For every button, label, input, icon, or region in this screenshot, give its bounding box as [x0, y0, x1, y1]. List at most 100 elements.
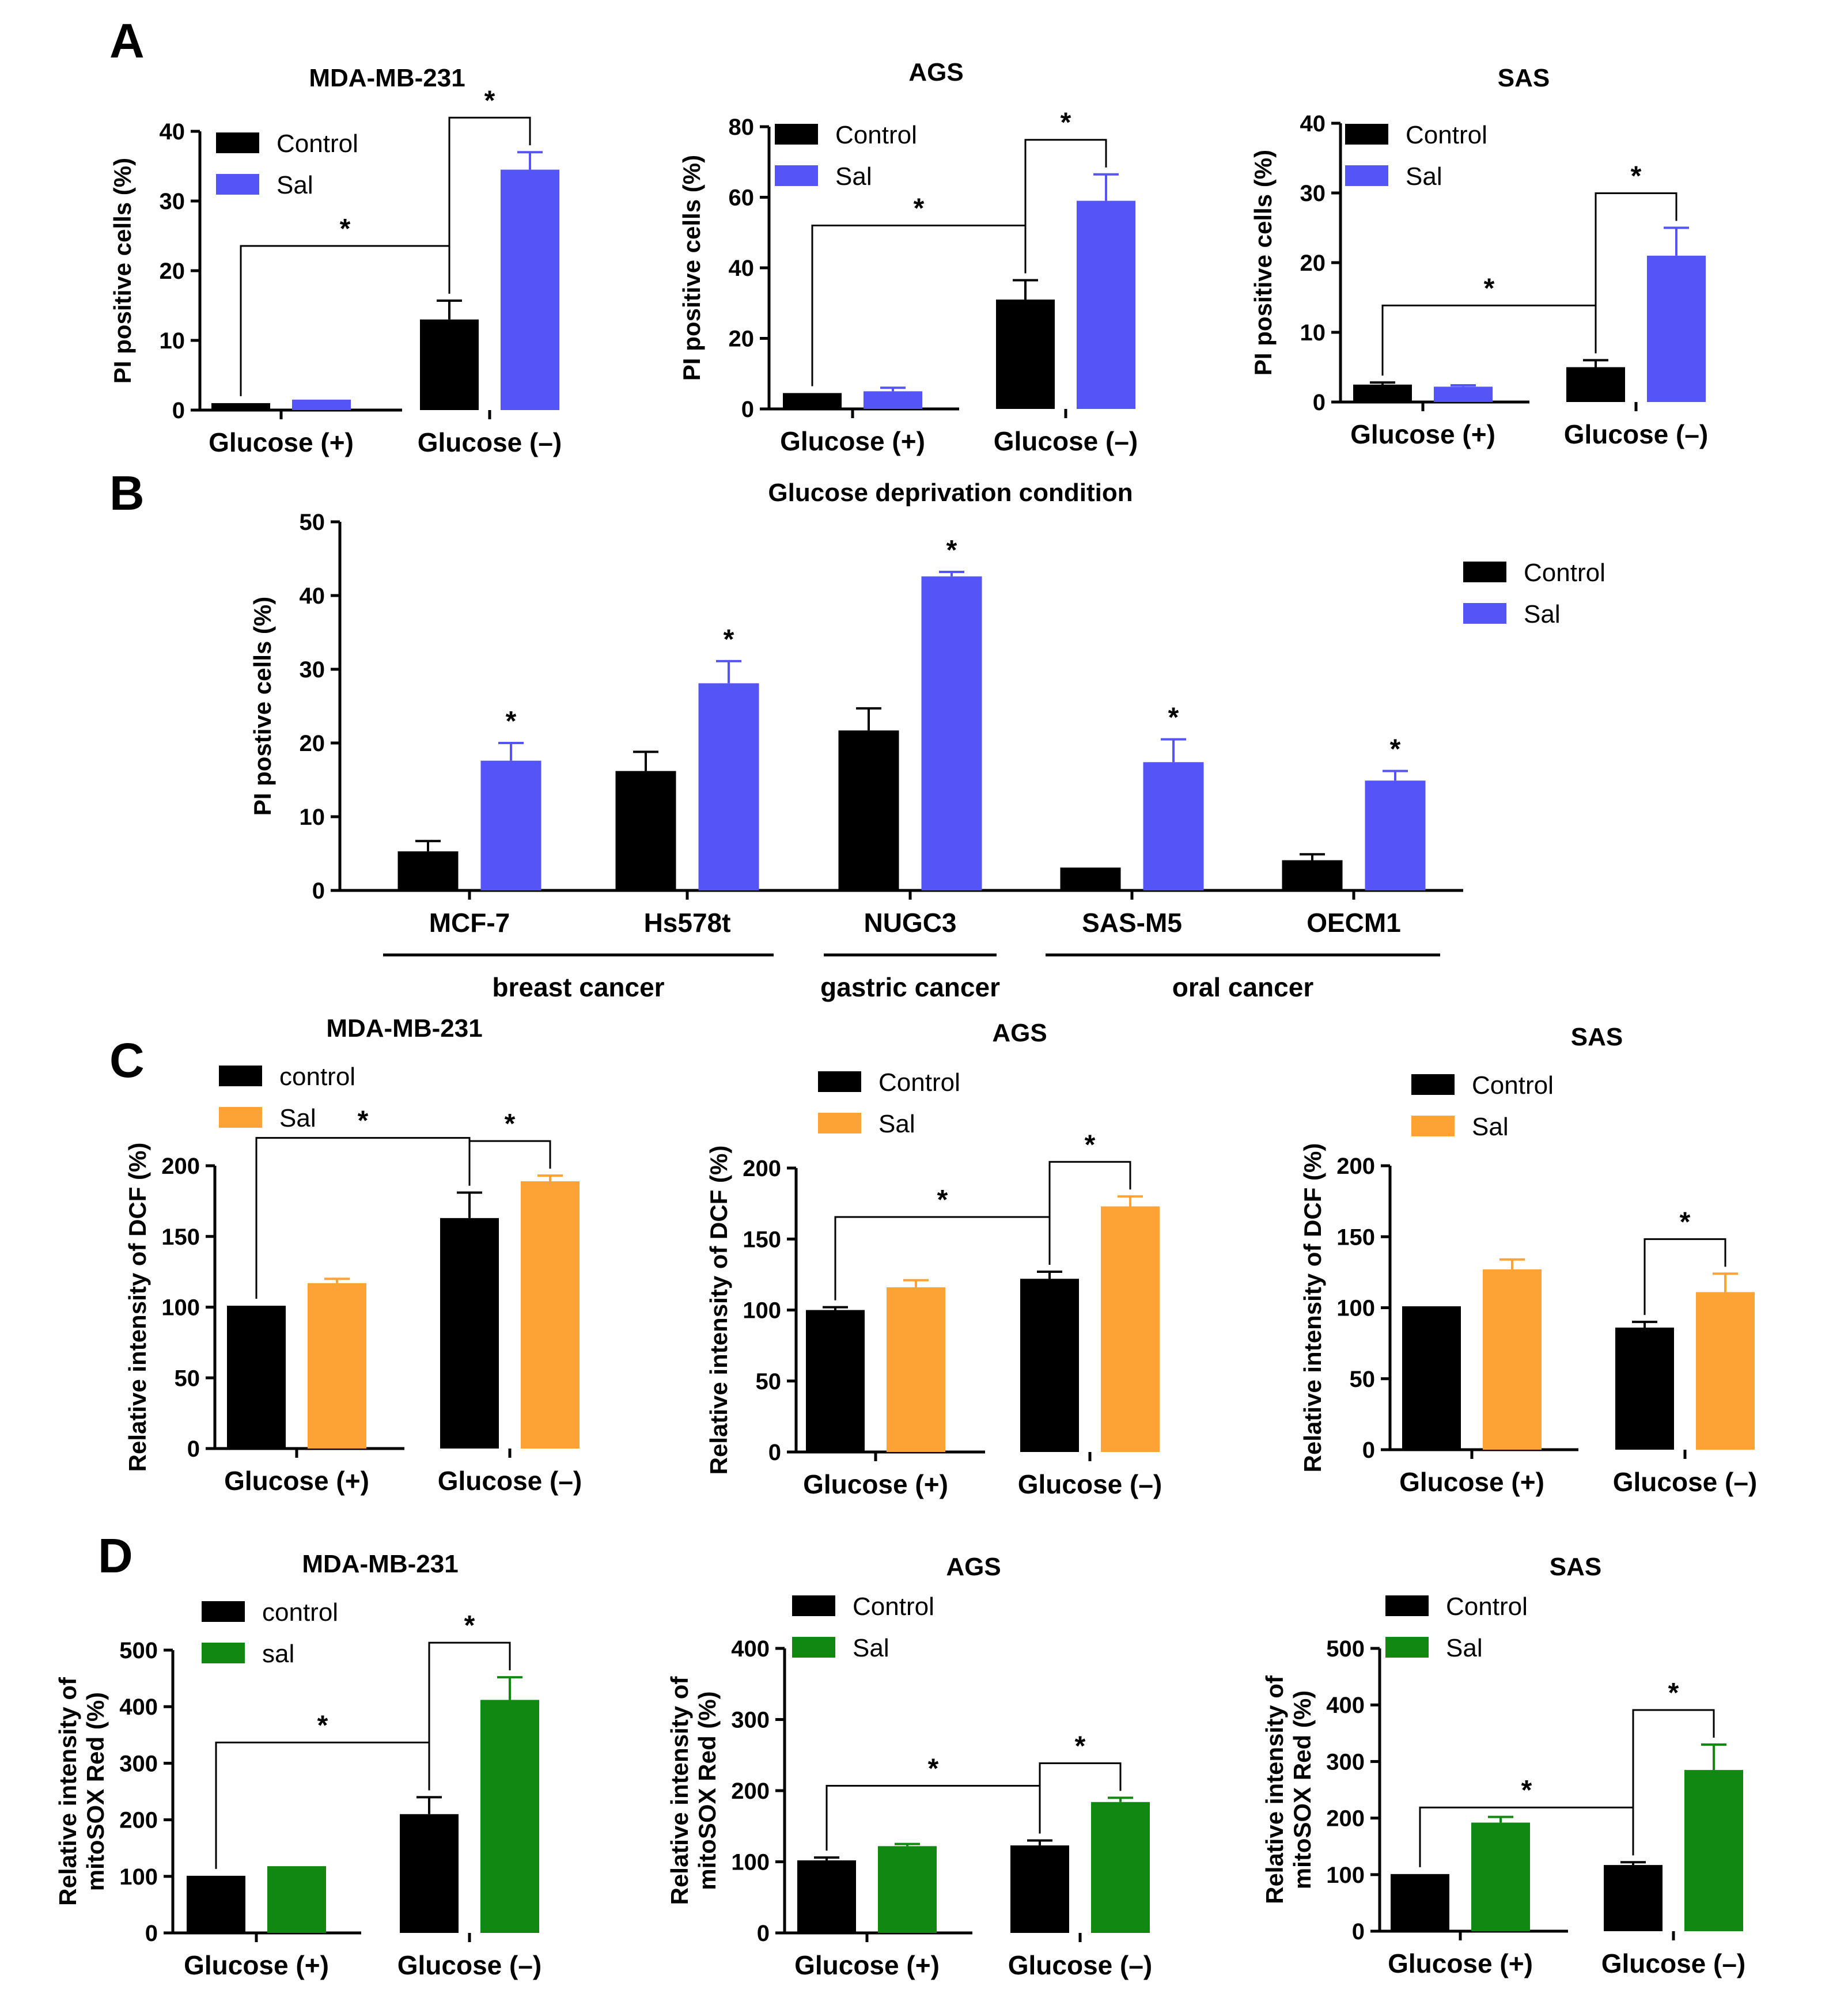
c3-y-tick-label: 50 — [1350, 1367, 1376, 1392]
c1-category-label: Glucose (–) — [438, 1466, 582, 1496]
a2-legend-swatch — [775, 124, 818, 145]
c2-significance-star: * — [937, 1185, 948, 1215]
a1-chart-title: MDA-MB-231 — [309, 64, 465, 92]
b-category-label: SAS-M5 — [1082, 908, 1182, 938]
d3-y-tick-label: 100 — [1326, 1863, 1365, 1888]
b-y-tick-label: 10 — [300, 805, 325, 830]
c3-significance-bracket — [1643, 1238, 1726, 1315]
b-y-tick-label: 40 — [300, 583, 325, 609]
d1-chart-title: MDA-MB-231 — [302, 1550, 458, 1578]
c3-y-axis-label: Relative intensity of DCF (%) — [1299, 1143, 1326, 1473]
d1-legend-swatch — [202, 1601, 245, 1622]
a1-legend-label: Control — [277, 130, 358, 158]
c1-legend-swatch — [219, 1066, 262, 1086]
d1-bar-sal — [480, 1700, 539, 1933]
c2-bar-control — [806, 1310, 865, 1452]
b-group-label: oral cancer — [1172, 972, 1314, 1002]
a3-y-tick-label: 0 — [1313, 390, 1326, 415]
d1-category-label: Glucose (–) — [397, 1950, 542, 1980]
d3-significance-bracket — [1632, 1709, 1715, 1856]
b-bar-control — [1282, 860, 1343, 890]
b-y-axis-label: PI postive cells (%) — [249, 597, 276, 816]
c2-category-label: Glucose (+) — [803, 1469, 948, 1499]
d1-y-tick-label: 300 — [119, 1751, 158, 1776]
b-y-tick-label: 20 — [300, 731, 325, 756]
c3-category-label: Glucose (+) — [1399, 1467, 1544, 1497]
b-bar-sal — [698, 683, 759, 890]
d2-bar-sal — [878, 1846, 937, 1933]
b-legend-label: Sal — [1524, 600, 1561, 628]
b-group-label: breast cancer — [492, 972, 664, 1002]
d2-y-tick-label: 100 — [731, 1850, 770, 1875]
d2-y-tick-label: 300 — [731, 1708, 770, 1733]
c1-bar-control — [440, 1218, 499, 1449]
d3-y-axis-label: mitoSOX Red (%) — [1289, 1690, 1316, 1889]
d1-y-axis-label: Relative intensity of — [54, 1677, 81, 1906]
a1-significance-star: * — [340, 214, 351, 244]
d1-significance-bracket — [215, 1741, 430, 1869]
b-bar-sal — [480, 760, 541, 890]
a3-chart-title: SAS — [1498, 64, 1550, 92]
a3-y-axis-label: PI positive cells (%) — [1249, 150, 1277, 376]
d3-y-tick-label: 400 — [1326, 1693, 1365, 1718]
d1-significance-bracket — [428, 1641, 511, 1791]
c3-chart-title: SAS — [1571, 1023, 1623, 1051]
d3-y-tick-label: 0 — [1352, 1919, 1365, 1944]
a3-bar-sal — [1434, 386, 1493, 402]
a2-bar-sal — [864, 391, 922, 409]
d2-significance-star: * — [1075, 1731, 1086, 1761]
b-significance-star: * — [724, 624, 734, 655]
a3-significance-bracket — [1595, 192, 1677, 354]
a3-significance-star: * — [1631, 161, 1642, 192]
d1-y-tick-label: 500 — [119, 1638, 158, 1663]
c1-significance-star: * — [358, 1106, 369, 1136]
c3-bar-control — [1402, 1306, 1461, 1450]
d2-y-tick-label: 0 — [757, 1921, 770, 1946]
b-bar-control — [615, 771, 676, 890]
a1-legend-swatch — [216, 132, 259, 153]
panel-letter-c: C — [109, 1033, 145, 1087]
a3-bar-sal — [1647, 255, 1706, 402]
c2-legend-label: Sal — [878, 1110, 915, 1138]
d1-y-tick-label: 0 — [145, 1921, 158, 1946]
d3-y-tick-label: 300 — [1326, 1749, 1365, 1775]
d1-significance-star: * — [464, 1610, 475, 1641]
c3-y-tick-label: 150 — [1336, 1224, 1375, 1250]
d2-significance-bracket — [1039, 1762, 1122, 1834]
d2-category-label: Glucose (–) — [1008, 1950, 1153, 1980]
c1-y-tick-label: 200 — [161, 1154, 200, 1179]
c3-significance-star: * — [1680, 1207, 1691, 1237]
a1-significance-bracket — [448, 116, 531, 294]
a1-legend-label: Sal — [277, 171, 313, 199]
a2-significance-star: * — [914, 193, 925, 223]
c1-category-label: Glucose (+) — [224, 1466, 369, 1496]
c2-legend-swatch — [818, 1071, 861, 1092]
d1-legend-label: control — [262, 1598, 338, 1627]
a1-bar-control — [420, 319, 479, 410]
c2-significance-star: * — [1085, 1129, 1096, 1160]
c1-legend-label: control — [279, 1063, 355, 1091]
d3-bar-control — [1391, 1874, 1449, 1931]
d1-legend-label: sal — [262, 1640, 294, 1668]
d2-y-tick-label: 200 — [731, 1779, 770, 1804]
c3-legend-swatch — [1411, 1116, 1455, 1136]
b-category-label: Hs578t — [644, 908, 731, 938]
c1-significance-star: * — [505, 1109, 516, 1139]
a1-bar-control — [211, 403, 270, 410]
d2-bar-control — [797, 1860, 856, 1933]
c1-y-axis-label: Relative intensity of DCF (%) — [124, 1143, 151, 1472]
a2-y-axis-label: PI positive cells (%) — [678, 155, 705, 381]
d3-bar-sal — [1684, 1770, 1743, 1931]
a3-legend-swatch — [1345, 124, 1388, 145]
c2-y-tick-label: 0 — [768, 1440, 781, 1465]
b-bar-control — [397, 851, 459, 890]
d3-legend-label: Sal — [1446, 1634, 1483, 1662]
a1-bar-sal — [501, 169, 559, 410]
c1-y-tick-label: 150 — [161, 1224, 200, 1250]
a2-legend-swatch — [775, 165, 818, 186]
c3-legend-swatch — [1411, 1074, 1455, 1095]
c2-y-tick-label: 50 — [756, 1369, 782, 1394]
c3-category-label: Glucose (–) — [1613, 1467, 1758, 1497]
